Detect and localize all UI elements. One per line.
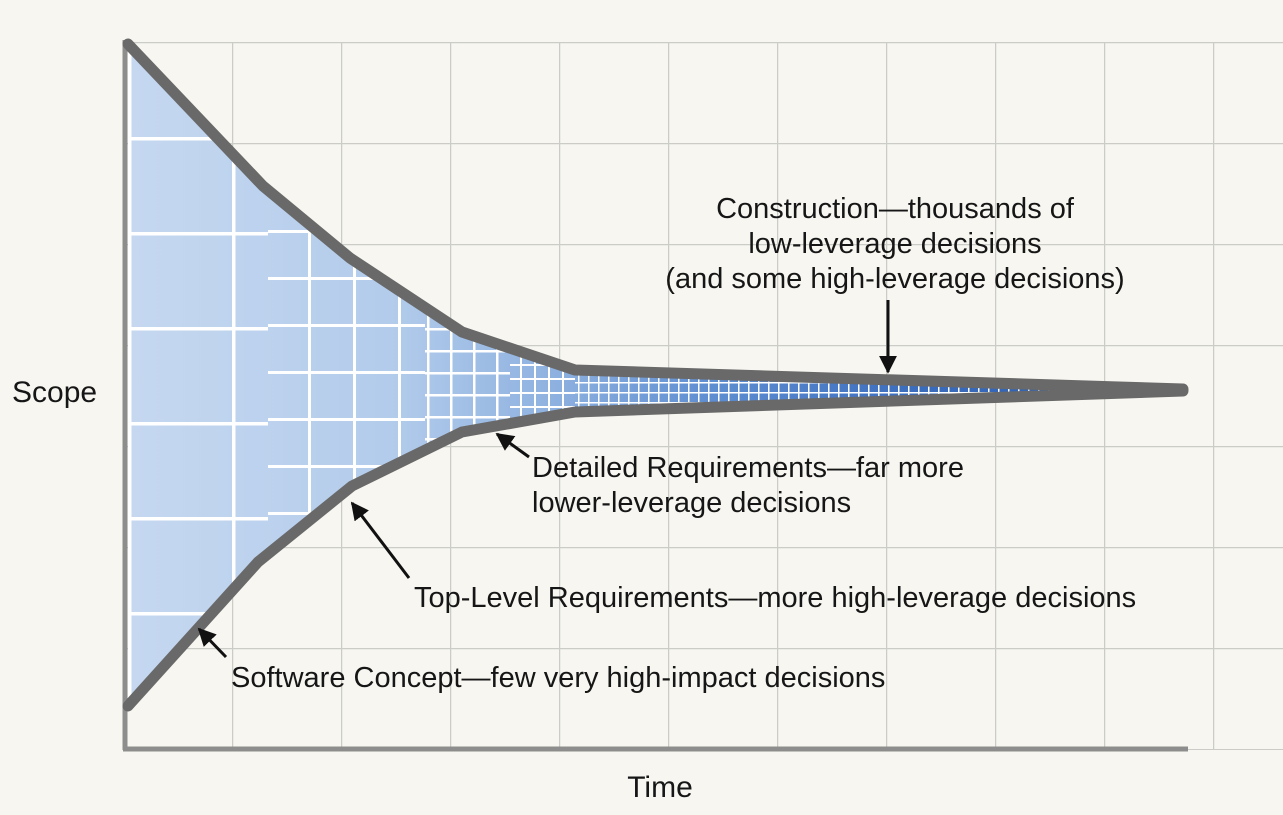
detailed-requirements-arrow bbox=[495, 432, 530, 459]
annotation-detailed-line2: lower-leverage decisions bbox=[532, 487, 852, 519]
software-concept-arrow bbox=[197, 627, 228, 659]
top-level-requirements-arrow bbox=[350, 501, 411, 579]
annotation-top-level-requirements: Top-Level Requirements—more high-leverag… bbox=[414, 582, 1137, 614]
annotation-detailed-requirements: Detailed Requirements—far more lower-lev… bbox=[532, 451, 964, 521]
annotation-software-concept: Software Concept—few very high-impact de… bbox=[231, 662, 886, 694]
annotation-construction-line1: Construction—thousands of bbox=[716, 193, 1074, 225]
annotation-construction-line3: (and some high-leverage decisions) bbox=[665, 263, 1125, 295]
funnel-top-edge bbox=[122, 38, 1189, 395]
annotation-construction-line2: low-leverage decisions bbox=[748, 228, 1042, 260]
y-axis-label: Scope bbox=[12, 376, 98, 409]
annotation-construction: Construction—thousands of low-leverage d… bbox=[645, 192, 1145, 297]
funnel-bottom-edge bbox=[122, 385, 1189, 712]
x-axis-label: Time bbox=[627, 771, 693, 804]
annotation-detailed-line1: Detailed Requirements—far more bbox=[532, 452, 964, 484]
